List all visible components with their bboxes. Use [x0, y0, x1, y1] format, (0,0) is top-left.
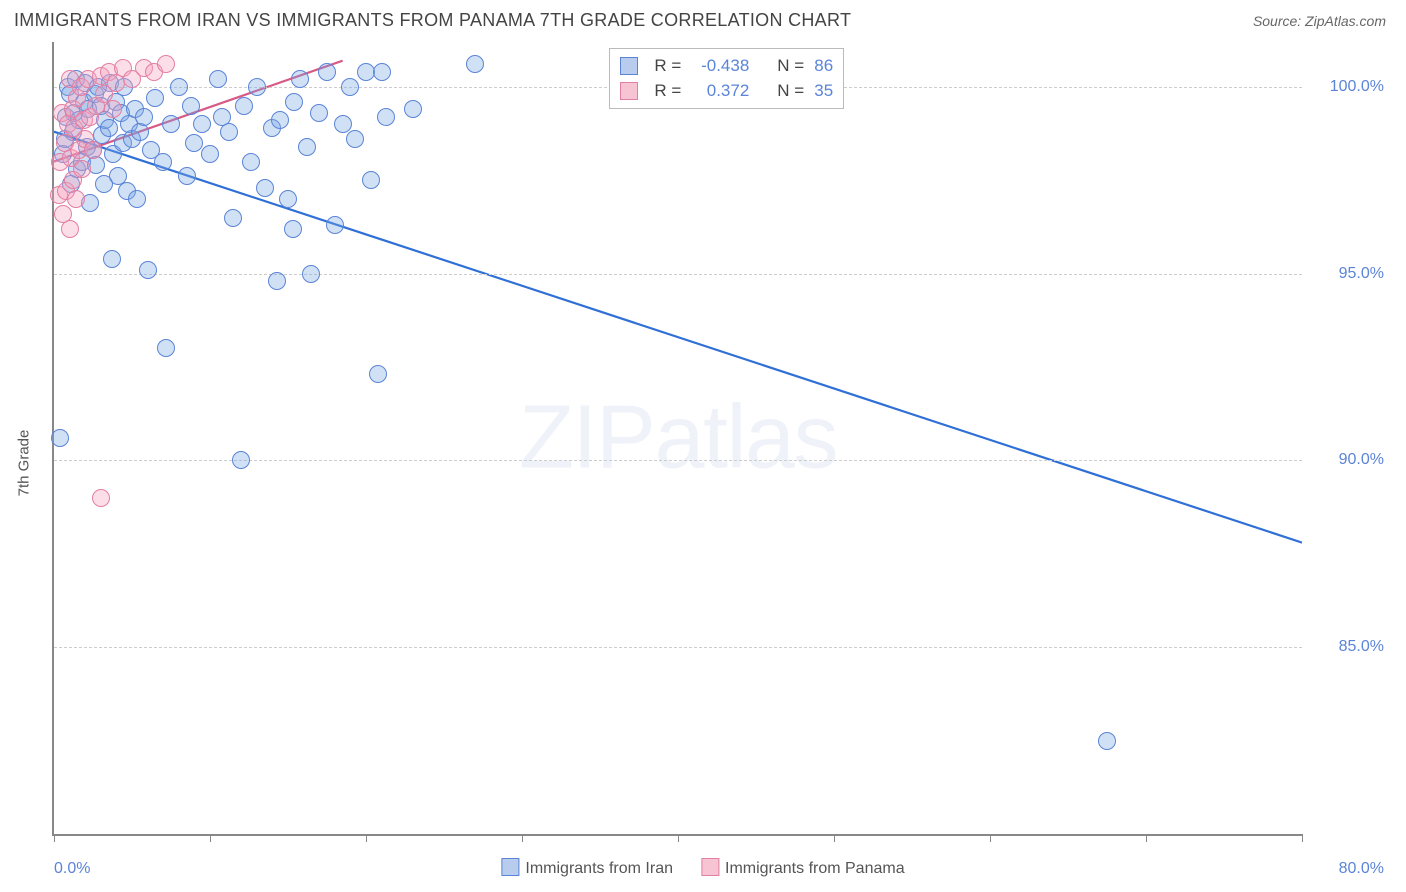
data-point — [157, 339, 175, 357]
stats-n-label: N = — [777, 79, 804, 104]
data-point — [185, 134, 203, 152]
x-tick — [54, 834, 55, 842]
chart-container: 7th Grade ZIPatlas 85.0%90.0%95.0%100.0%… — [14, 42, 1392, 884]
plot-area: ZIPatlas 85.0%90.0%95.0%100.0%R = -0.438… — [52, 42, 1302, 836]
bottom-legend: Immigrants from Iran Immigrants from Pana… — [501, 858, 904, 878]
data-point — [103, 250, 121, 268]
data-point — [326, 216, 344, 234]
y-tick-label: 100.0% — [1310, 78, 1384, 96]
data-point — [84, 141, 102, 159]
page-title: IMMIGRANTS FROM IRAN VS IMMIGRANTS FROM … — [14, 10, 851, 31]
gridline — [54, 274, 1302, 275]
stats-row: R = 0.372 N = 35 — [620, 79, 833, 104]
legend-swatch — [501, 858, 519, 876]
x-tick — [1146, 834, 1147, 842]
data-point — [1098, 732, 1116, 750]
data-point — [100, 119, 118, 137]
data-point — [373, 63, 391, 81]
data-point — [362, 171, 380, 189]
legend-label: Immigrants from Panama — [725, 860, 905, 877]
data-point — [135, 108, 153, 126]
legend-swatch — [620, 57, 638, 75]
data-point — [128, 190, 146, 208]
data-point — [146, 89, 164, 107]
data-point — [242, 153, 260, 171]
data-point — [67, 190, 85, 208]
data-point — [209, 70, 227, 88]
data-point — [256, 179, 274, 197]
data-point — [224, 209, 242, 227]
data-point — [232, 451, 250, 469]
data-point — [302, 265, 320, 283]
x-tick — [522, 834, 523, 842]
x-tick-max-label: 80.0% — [1339, 860, 1384, 878]
y-tick-label: 90.0% — [1310, 451, 1384, 469]
x-tick-min-label: 0.0% — [54, 860, 90, 878]
stats-r-label: R = — [654, 79, 681, 104]
stats-row: R = -0.438 N = 86 — [620, 54, 833, 79]
data-point — [182, 97, 200, 115]
gridline — [54, 647, 1302, 648]
data-point — [271, 111, 289, 129]
data-point — [162, 115, 180, 133]
data-point — [310, 104, 328, 122]
watermark: ZIPatlas — [519, 387, 837, 490]
data-point — [377, 108, 395, 126]
data-point — [334, 115, 352, 133]
legend-label: Immigrants from Iran — [525, 860, 673, 877]
data-point — [201, 145, 219, 163]
data-point — [73, 160, 91, 178]
data-point — [285, 93, 303, 111]
legend-swatch — [620, 82, 638, 100]
stats-r-value: -0.438 — [691, 54, 749, 79]
data-point — [346, 130, 364, 148]
data-point — [284, 220, 302, 238]
legend-item: Immigrants from Panama — [701, 858, 905, 878]
x-tick — [366, 834, 367, 842]
x-tick — [990, 834, 991, 842]
data-point — [404, 100, 422, 118]
data-point — [248, 78, 266, 96]
data-point — [92, 489, 110, 507]
data-point — [279, 190, 297, 208]
x-tick — [834, 834, 835, 842]
data-point — [341, 78, 359, 96]
data-point — [157, 55, 175, 73]
data-point — [61, 220, 79, 238]
x-tick — [678, 834, 679, 842]
data-point — [139, 261, 157, 279]
x-tick — [210, 834, 211, 842]
legend-swatch — [701, 858, 719, 876]
stats-box: R = -0.438 N = 86 R = 0.372 N = 35 — [609, 48, 844, 109]
data-point — [298, 138, 316, 156]
stats-r-label: R = — [654, 54, 681, 79]
data-point — [235, 97, 253, 115]
data-point — [466, 55, 484, 73]
y-tick-label: 85.0% — [1310, 638, 1384, 656]
stats-r-value: 0.372 — [691, 79, 749, 104]
data-point — [154, 153, 172, 171]
data-point — [178, 167, 196, 185]
data-point — [51, 429, 69, 447]
trend-line — [54, 132, 1302, 543]
x-tick — [1302, 834, 1303, 842]
source-label: Source: ZipAtlas.com — [1253, 13, 1386, 29]
stats-n-label: N = — [777, 54, 804, 79]
data-point — [193, 115, 211, 133]
data-point — [104, 100, 122, 118]
legend-item: Immigrants from Iran — [501, 858, 673, 878]
data-point — [318, 63, 336, 81]
data-point — [291, 70, 309, 88]
data-point — [170, 78, 188, 96]
stats-n-value: 35 — [814, 79, 833, 104]
data-point — [220, 123, 238, 141]
y-axis-label: 7th Grade — [16, 430, 33, 497]
data-point — [369, 365, 387, 383]
data-point — [268, 272, 286, 290]
stats-n-value: 86 — [814, 54, 833, 79]
y-tick-label: 95.0% — [1310, 265, 1384, 283]
